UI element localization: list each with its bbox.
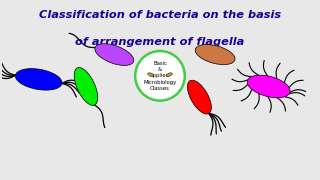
- Ellipse shape: [15, 69, 62, 90]
- Ellipse shape: [188, 80, 212, 114]
- Text: Classification of bacteria on the basis: Classification of bacteria on the basis: [39, 10, 281, 20]
- Ellipse shape: [166, 73, 172, 76]
- Ellipse shape: [74, 68, 98, 105]
- Circle shape: [135, 51, 185, 101]
- Text: Basic
&
Applied
Microbiology
Classes: Basic & Applied Microbiology Classes: [143, 61, 177, 91]
- Ellipse shape: [95, 44, 134, 65]
- Ellipse shape: [247, 75, 290, 98]
- Ellipse shape: [148, 73, 154, 76]
- Ellipse shape: [195, 44, 235, 65]
- Text: of arrangement of flagella: of arrangement of flagella: [76, 37, 244, 47]
